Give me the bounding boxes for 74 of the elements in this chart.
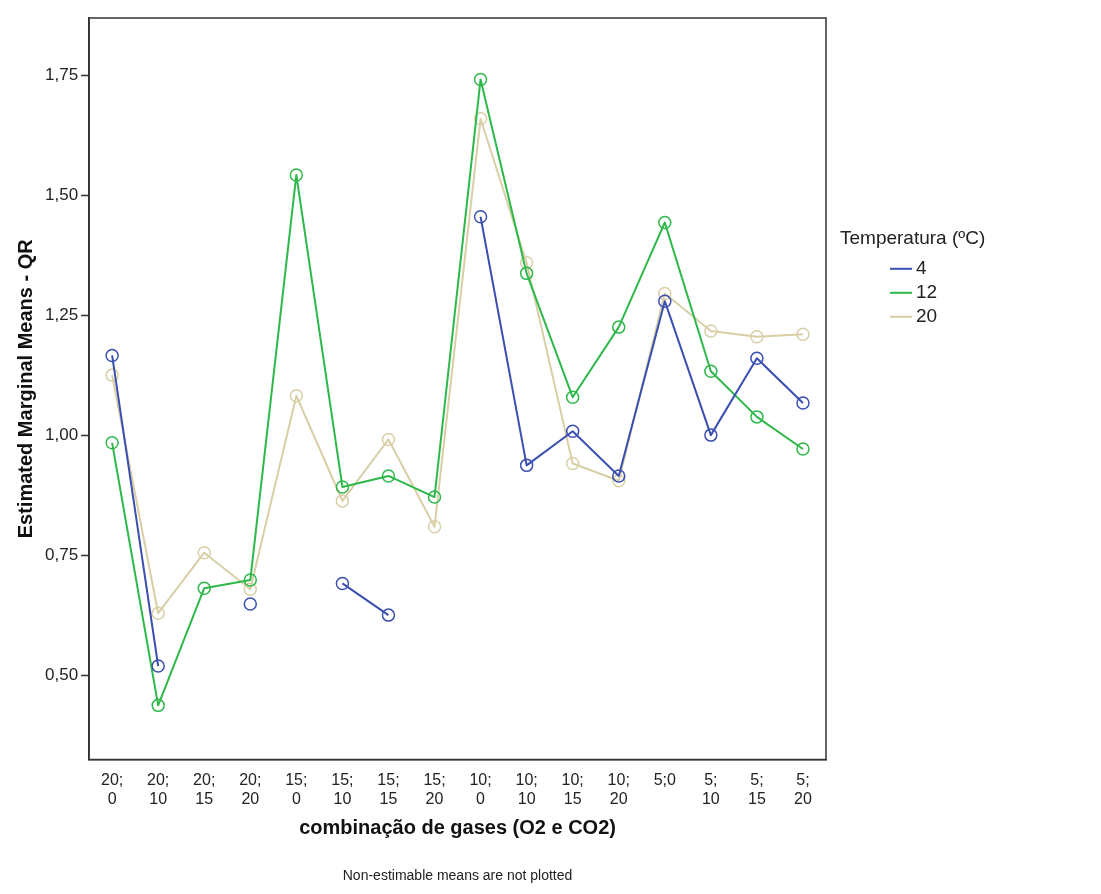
x-tick-label: 20; 0	[100, 770, 124, 807]
text: Non-estimable means are not plotted	[342, 867, 573, 883]
y-tick-label: 1,25	[44, 305, 79, 325]
point	[335, 576, 350, 591]
point	[105, 368, 119, 382]
point	[519, 256, 534, 270]
point	[611, 473, 626, 488]
point	[335, 494, 350, 508]
point	[796, 442, 810, 456]
point	[611, 320, 626, 334]
point	[750, 351, 764, 366]
point	[658, 286, 672, 301]
x-tick-label: 5; 20	[794, 770, 812, 807]
point	[565, 390, 580, 404]
point	[473, 209, 488, 224]
x-tick-label: 5; 10	[701, 770, 720, 807]
x-tick-label: 10; 20	[607, 770, 630, 807]
x-tick-label: 10; 10	[515, 770, 538, 807]
point	[243, 582, 258, 596]
point	[704, 364, 718, 379]
point	[658, 215, 672, 230]
legend-label: 12	[916, 281, 938, 303]
point	[243, 573, 258, 587]
legend-label: 4	[916, 257, 927, 279]
point	[151, 606, 165, 620]
point	[105, 348, 119, 363]
point	[473, 112, 488, 126]
point	[243, 597, 258, 611]
x-tick-label: 10; 0	[469, 770, 492, 807]
point	[381, 432, 396, 447]
point	[519, 266, 534, 281]
legend-label: 20	[916, 305, 938, 327]
point	[151, 659, 165, 673]
point	[473, 72, 488, 87]
point	[750, 410, 764, 424]
point	[611, 469, 626, 483]
point	[750, 329, 764, 344]
point	[565, 456, 580, 471]
point	[427, 490, 442, 504]
y-tick-label: 1,75	[44, 65, 79, 85]
x-axis-title: combinação de gases (O2 e CO2)	[299, 815, 616, 838]
x-tick-label: 15; 10	[331, 770, 354, 807]
point	[197, 581, 211, 595]
y-axis-title: Estimated Marginal Means - QR	[13, 238, 36, 539]
point	[658, 294, 672, 308]
x-tick-label: 20; 20	[239, 770, 262, 807]
point	[381, 469, 396, 483]
x-tick-label: 5;0	[653, 770, 677, 788]
y-tick-label: 0,50	[44, 665, 79, 685]
point	[704, 428, 718, 442]
point	[289, 168, 304, 182]
y-tick-label: 1,50	[44, 185, 79, 205]
x-tick-label: 20; 10	[147, 770, 170, 807]
x-tick-label: 15; 20	[423, 770, 446, 807]
point	[796, 396, 810, 410]
point	[151, 698, 165, 713]
point	[335, 480, 350, 494]
point	[519, 458, 534, 473]
y-tick-label: 1,00	[44, 425, 79, 445]
x-tick-label: 15; 0	[285, 770, 308, 807]
point	[105, 436, 119, 450]
point	[289, 389, 304, 403]
x-tick-label: 5; 15	[748, 770, 766, 807]
point	[704, 324, 718, 338]
x-tick-label: 10; 15	[561, 770, 584, 807]
x-tick-label: 15; 15	[377, 770, 400, 807]
point	[796, 327, 810, 342]
x-tick-label: 20; 15	[193, 770, 216, 807]
legend-title: Temperatura (ºC)	[840, 227, 986, 249]
point	[565, 424, 580, 439]
y-tick-label: 0,75	[44, 545, 79, 565]
point	[381, 608, 396, 622]
point	[197, 545, 211, 560]
point	[427, 520, 442, 534]
